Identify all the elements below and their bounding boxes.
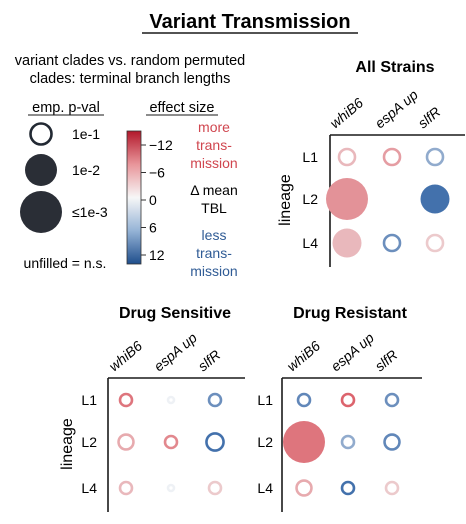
data-point [427,149,443,165]
data-point [342,394,354,406]
data-point [165,436,177,448]
data-point [120,394,132,406]
pval-legend-circle-1e-3 [20,191,62,233]
data-point [333,229,362,258]
effect-colorbar [127,131,141,264]
y-tick-label: L4 [81,480,97,496]
pval-legend-circle-1e-2 [25,154,57,186]
x-tick-label: slfR [415,104,444,132]
data-point [326,178,368,220]
panel-title: Drug Sensitive [119,305,231,322]
less-transmission-line-3: mission [190,263,237,279]
data-point [384,149,400,165]
data-point [120,482,132,494]
pval-legend-label-1e-2: 1e-2 [72,162,100,178]
figure-title: Variant Transmission [149,11,350,33]
y-axis-label: lineage [277,174,294,226]
less-transmission-line-1: less [202,227,227,243]
pval-legend-note: unfilled = n.s. [24,255,107,271]
more-transmission-line-1: more [198,119,230,135]
data-point [168,397,174,403]
y-axis-label: lineage [59,418,76,470]
y-tick-label: L2 [302,191,318,207]
pval-legend-label-1e-1: 1e-1 [72,126,100,142]
colorbar-tick-label: −12 [149,137,173,153]
x-tick-label: espA up [372,86,421,131]
y-tick-label: L1 [302,149,318,165]
data-point [421,185,450,214]
less-transmission-line-2: trans- [196,245,232,261]
data-point [209,394,221,406]
pval-legend-label-1e-3: ≤1e-3 [72,204,108,220]
subtitle-line-1: variant clades vs. random permuted [15,53,246,69]
y-tick-label: L2 [257,434,273,450]
y-tick-label: L1 [257,392,273,408]
pval-legend-heading: emp. p-val [32,100,100,116]
subtitle-line-2: clades: terminal branch lengths [30,71,231,87]
colorbar-tick-label: −6 [149,165,165,181]
data-point [386,482,398,494]
more-transmission-line-3: mission [190,155,237,171]
data-point [384,235,400,251]
data-point [209,482,221,494]
data-point [342,482,354,494]
effect-colorbar-ticks: −12 −6 0 6 12 [141,137,173,263]
data-point [298,394,310,406]
colorbar-tick-label: 6 [149,220,157,236]
delta-label-line-1: Δ mean [190,182,238,198]
y-tick-label: L2 [81,434,97,450]
more-transmission-line-2: trans- [196,137,232,153]
data-point [386,394,398,406]
x-tick-label: whiB6 [106,337,146,374]
data-point [342,436,354,448]
x-tick-label: espA up [151,329,200,374]
data-point [283,421,325,463]
x-tick-label: slfR [195,347,224,375]
data-point [206,433,223,450]
panel-title: Drug Resistant [293,305,407,322]
x-tick-label: slfR [372,347,401,375]
panel-title: All Strains [355,59,434,76]
colorbar-tick-label: 0 [149,192,157,208]
delta-label-line-2: TBL [201,200,227,216]
x-tick-label: whiB6 [284,337,324,374]
y-tick-label: L1 [81,392,97,408]
effect-legend-heading: effect size [149,100,214,116]
pval-legend-circle-1e-1 [31,124,52,145]
x-tick-label: whiB6 [327,94,367,131]
data-point [427,235,443,251]
y-tick-label: L4 [257,480,273,496]
y-tick-label: L4 [302,235,318,251]
colorbar-tick-label: 12 [149,247,165,263]
data-point [297,481,312,496]
data-point [119,435,134,450]
data-point [339,149,355,165]
data-point [168,485,174,491]
data-point [385,435,400,450]
x-tick-label: espA up [328,329,377,374]
